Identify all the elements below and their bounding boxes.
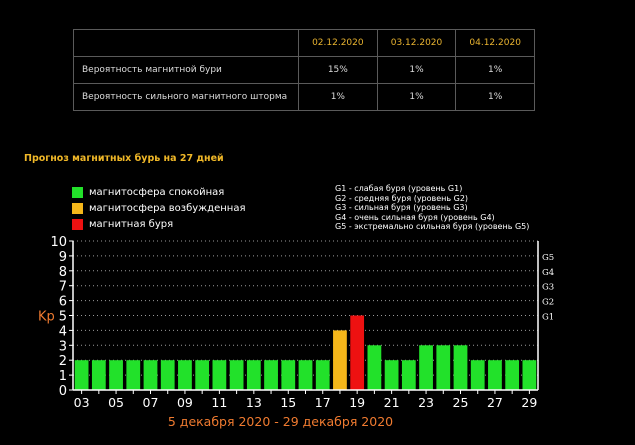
g-level-label: G4	[542, 268, 554, 278]
y-tick-label: 0	[59, 384, 67, 399]
y-tick-label: 1	[59, 369, 67, 384]
kp-bar	[367, 345, 382, 390]
storm-level-item: G2 - средняя буря (уровень G2)	[335, 193, 469, 203]
row-label: Вероятность сильного магнитного шторма	[73, 83, 299, 111]
kp-bar	[281, 360, 296, 390]
date-header: 02.12.2020	[298, 29, 378, 57]
row-label: Вероятность магнитной бури	[73, 56, 299, 84]
kp-bar	[212, 360, 227, 390]
probability-value: 1%	[298, 83, 378, 111]
legend-label: магнитная буря	[89, 218, 174, 230]
kp-bar	[246, 360, 261, 390]
y-tick-label: 3	[59, 339, 67, 354]
kp-bar	[195, 360, 210, 390]
kp-bar	[419, 345, 433, 390]
kp-bar	[350, 315, 365, 390]
y-tick-label: 8	[59, 265, 67, 280]
storm-level-item: G1 - слабая буря (уровень G1)	[335, 184, 463, 193]
kp-bar	[401, 360, 416, 390]
table-row: Вероятность магнитной бури 15% 1% 1%	[73, 56, 535, 84]
storm-probability-table: 02.12.2020 03.12.2020 04.12.2020 Вероятн…	[73, 29, 535, 111]
y-tick-label: 10	[50, 235, 67, 250]
storm-level-list: G1 - слабая буря (уровень G1) G2 - средн…	[335, 184, 529, 232]
y-tick-label: 6	[59, 295, 67, 310]
y-tick-label: 5	[59, 310, 67, 325]
kp-bar	[488, 360, 502, 390]
kp-bar	[384, 360, 399, 390]
x-tick-label: 21	[384, 395, 400, 410]
legend-item-storm: магнитная буря	[72, 216, 245, 232]
forecast-title: Прогноз магнитных бурь на 27 дней	[24, 153, 224, 164]
legend-swatch-excited	[72, 202, 83, 214]
kp-bar	[470, 360, 485, 390]
g-level-label: G5	[542, 253, 554, 263]
kp-bar	[315, 360, 330, 390]
legend-item-excited: магнитосфера возбужденная	[72, 200, 245, 216]
kp-bar	[229, 360, 244, 390]
kp-bar	[264, 360, 278, 390]
probability-value: 1%	[455, 83, 535, 111]
x-tick-label: 05	[108, 395, 124, 410]
legend-swatch-calm	[72, 186, 83, 198]
kp-bar	[436, 345, 451, 390]
x-tick-label: 17	[315, 395, 331, 410]
chart-legend: магнитосфера спокойная магнитосфера возб…	[72, 184, 245, 232]
g-level-label: G3	[542, 283, 554, 293]
storm-level-item: G3 - сильная буря (уровень G3)	[335, 203, 468, 213]
y-axis-label: Kp	[38, 310, 55, 325]
date-header: 04.12.2020	[455, 29, 535, 57]
legend-swatch-storm	[72, 218, 83, 230]
x-tick-label: 11	[211, 395, 227, 410]
date-header: 03.12.2020	[376, 29, 457, 57]
table-row: Вероятность сильного магнитного шторма 1…	[73, 83, 535, 111]
y-tick-label: 9	[59, 250, 67, 265]
x-tick-label: 27	[487, 395, 503, 410]
kp-bar	[178, 360, 192, 390]
kp-bar	[143, 360, 158, 390]
kp-bar	[160, 360, 175, 390]
kp-bar	[298, 360, 313, 390]
probability-value: 15%	[298, 56, 378, 84]
legend-label: магнитосфера возбужденная	[89, 202, 246, 214]
legend-label: магнитосфера спокойная	[89, 186, 225, 198]
g-level-label: G1	[542, 313, 554, 323]
probability-value: 1%	[376, 56, 457, 84]
probability-value: 1%	[376, 83, 457, 111]
kp-bar	[333, 330, 347, 390]
x-tick-label: 09	[177, 395, 193, 410]
legend-item-calm: магнитосфера спокойная	[72, 184, 245, 200]
probability-value: 1%	[455, 56, 535, 84]
y-tick-label: 4	[59, 324, 67, 339]
kp-bar	[522, 360, 537, 390]
table-header-row: 02.12.2020 03.12.2020 04.12.2020	[73, 29, 535, 57]
x-tick-label: 29	[521, 395, 537, 410]
storm-level-item: G5 - экстремально сильная буря (уровень …	[335, 222, 530, 232]
y-tick-label: 2	[59, 354, 67, 369]
x-tick-label: 03	[74, 395, 90, 410]
x-tick-label: 07	[143, 395, 159, 410]
x-tick-label: 19	[349, 395, 365, 410]
x-tick-label: 25	[453, 395, 469, 410]
y-tick-label: 7	[59, 280, 67, 295]
kp-bar	[453, 345, 468, 390]
kp-bar	[74, 360, 89, 390]
x-tick-label: 23	[418, 395, 434, 410]
storm-level-item: G4 - очень сильная буря (уровень G4)	[335, 212, 495, 222]
kp-bar	[109, 360, 123, 390]
table-corner-cell	[73, 29, 299, 57]
kp-bar	[91, 360, 106, 390]
kp-bar	[505, 360, 520, 390]
g-level-label: G2	[542, 298, 554, 308]
kp-bar	[126, 360, 141, 390]
x-axis-label: 5 декабря 2020 - 29 декабря 2020	[168, 414, 393, 429]
x-tick-label: 13	[246, 395, 262, 410]
x-tick-label: 15	[280, 395, 296, 410]
